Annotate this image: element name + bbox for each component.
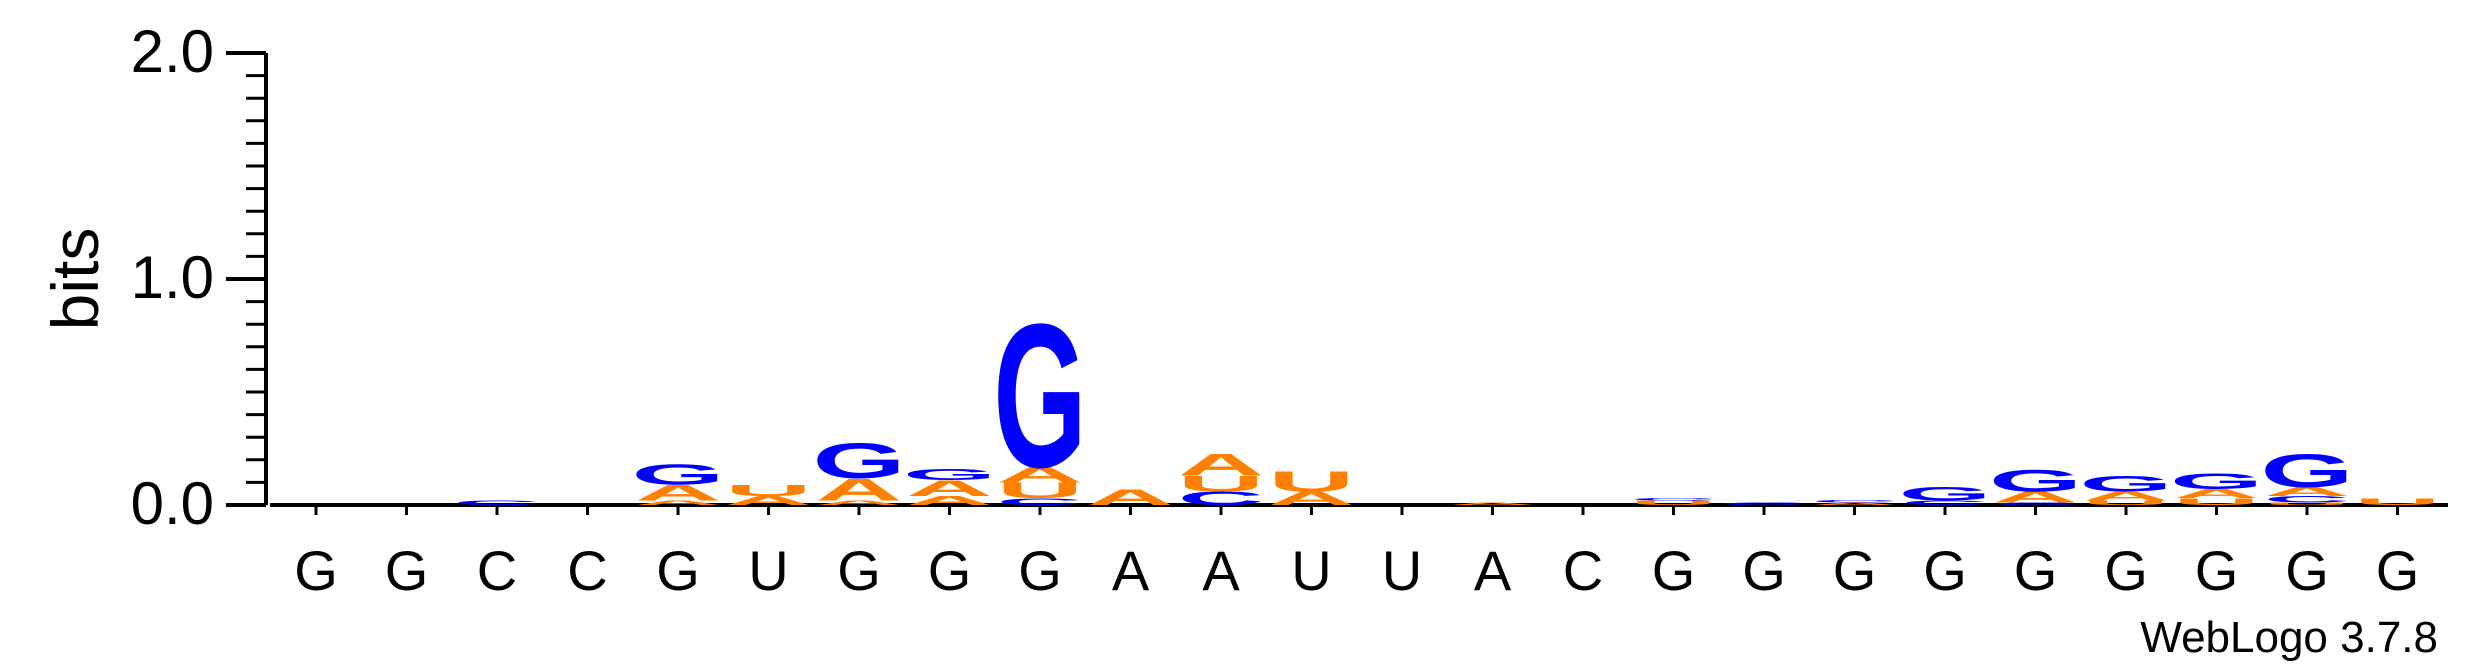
- logo-letter-c: C: [1178, 488, 1265, 509]
- logo-letter-u: U: [1630, 499, 1717, 506]
- logo-letter-c: C: [1811, 500, 1898, 504]
- logo-letter-a: A: [635, 481, 722, 506]
- x-tick-label: A: [1112, 539, 1150, 602]
- x-tick-label: G: [2285, 539, 2329, 602]
- logo-letter-a: A: [725, 494, 812, 508]
- y-axis-label: bits: [38, 228, 112, 331]
- logo-letter-a: A: [635, 499, 722, 506]
- logo-letter-u: U: [2264, 502, 2351, 506]
- x-tick-label: C: [477, 539, 517, 602]
- logo-letter-c: C: [1630, 498, 1717, 502]
- x-tick-label: G: [2376, 539, 2420, 602]
- logo-letter-c: C: [2264, 494, 2351, 505]
- x-tick-label: G: [1742, 539, 1786, 602]
- logo-letter-u: U: [1178, 472, 1265, 497]
- logo-letter-a: A: [2264, 485, 2351, 499]
- logo-letter-g: G: [631, 459, 724, 491]
- logo-letter-u: U: [2173, 497, 2260, 508]
- x-tick-label: G: [928, 539, 972, 602]
- logo-letter-c: C: [997, 497, 1084, 508]
- x-tick-label: A: [1474, 539, 1512, 602]
- x-tick-label: U: [1382, 539, 1422, 602]
- x-tick-label: G: [656, 539, 700, 602]
- logo-letter-a: A: [1449, 502, 1536, 506]
- x-tick-label: G: [1652, 539, 1696, 602]
- logo-letter-g: G: [2079, 472, 2172, 497]
- version-label: WebLogo 3.7.8: [2140, 613, 2438, 662]
- y-tick-label: 1.0: [131, 244, 214, 311]
- x-tick-label: C: [567, 539, 607, 602]
- logo-letter-a: A: [1087, 485, 1174, 510]
- x-tick-label: G: [385, 539, 429, 602]
- logo-letter-c: C: [1721, 502, 1808, 506]
- x-tick-label: G: [2104, 539, 2148, 602]
- logo-letter-g: G: [812, 432, 905, 489]
- logo-letter-u: U: [997, 479, 1084, 504]
- x-tick-label: G: [837, 539, 881, 602]
- x-tick-label: G: [2195, 539, 2239, 602]
- logo-letter-g: G: [1898, 484, 1991, 505]
- logo-letter-a: A: [997, 463, 1084, 488]
- logo-letter-c: C: [1992, 502, 2079, 506]
- logo-letter-a: A: [2173, 487, 2260, 501]
- logo-letter-a: A: [1811, 502, 1898, 506]
- y-tick-label: 2.0: [131, 18, 214, 85]
- x-tick-label: U: [1291, 539, 1331, 602]
- x-tick-label: G: [1923, 539, 1967, 602]
- logo-letter-a: A: [906, 494, 993, 508]
- x-tick-label: G: [1833, 539, 1877, 602]
- logo-letter-a: A: [1178, 447, 1265, 482]
- x-ticks: [314, 505, 2399, 515]
- y-minor-ticks: [246, 74, 266, 484]
- logo-letter-a: A: [816, 472, 903, 507]
- x-tick-label: A: [1202, 539, 1240, 602]
- logo-letter-a: A: [816, 499, 903, 506]
- logo-letter-u: U: [1268, 466, 1355, 498]
- x-tick-label: G: [2014, 539, 2058, 602]
- logo-letter-a: A: [1268, 488, 1355, 509]
- x-tick-label: C: [1563, 539, 1603, 602]
- logo-letter-g: G: [993, 281, 1086, 510]
- logo-letter-g: G: [2260, 444, 2353, 497]
- x-tick-label: G: [1018, 539, 1062, 602]
- logo-letter-g: G: [1989, 463, 2082, 498]
- logo-letter-c: C: [1902, 499, 1989, 506]
- y-tick-label: 0.0: [131, 470, 214, 537]
- logo-letter-c: C: [454, 499, 541, 506]
- logo-letter-u: U: [2083, 499, 2170, 506]
- logo-letter-a: A: [906, 476, 993, 501]
- logo-letter-u: U: [2354, 497, 2441, 508]
- logo-letter-g: G: [2170, 469, 2263, 494]
- logo-letter-g: G: [903, 466, 996, 484]
- logo-letter-a: A: [2083, 489, 2170, 503]
- x-tick-label: U: [748, 539, 788, 602]
- x-tick-label: G: [294, 539, 338, 602]
- logo-letter-u: U: [725, 482, 812, 500]
- logo-letter-a: A: [1992, 489, 2079, 507]
